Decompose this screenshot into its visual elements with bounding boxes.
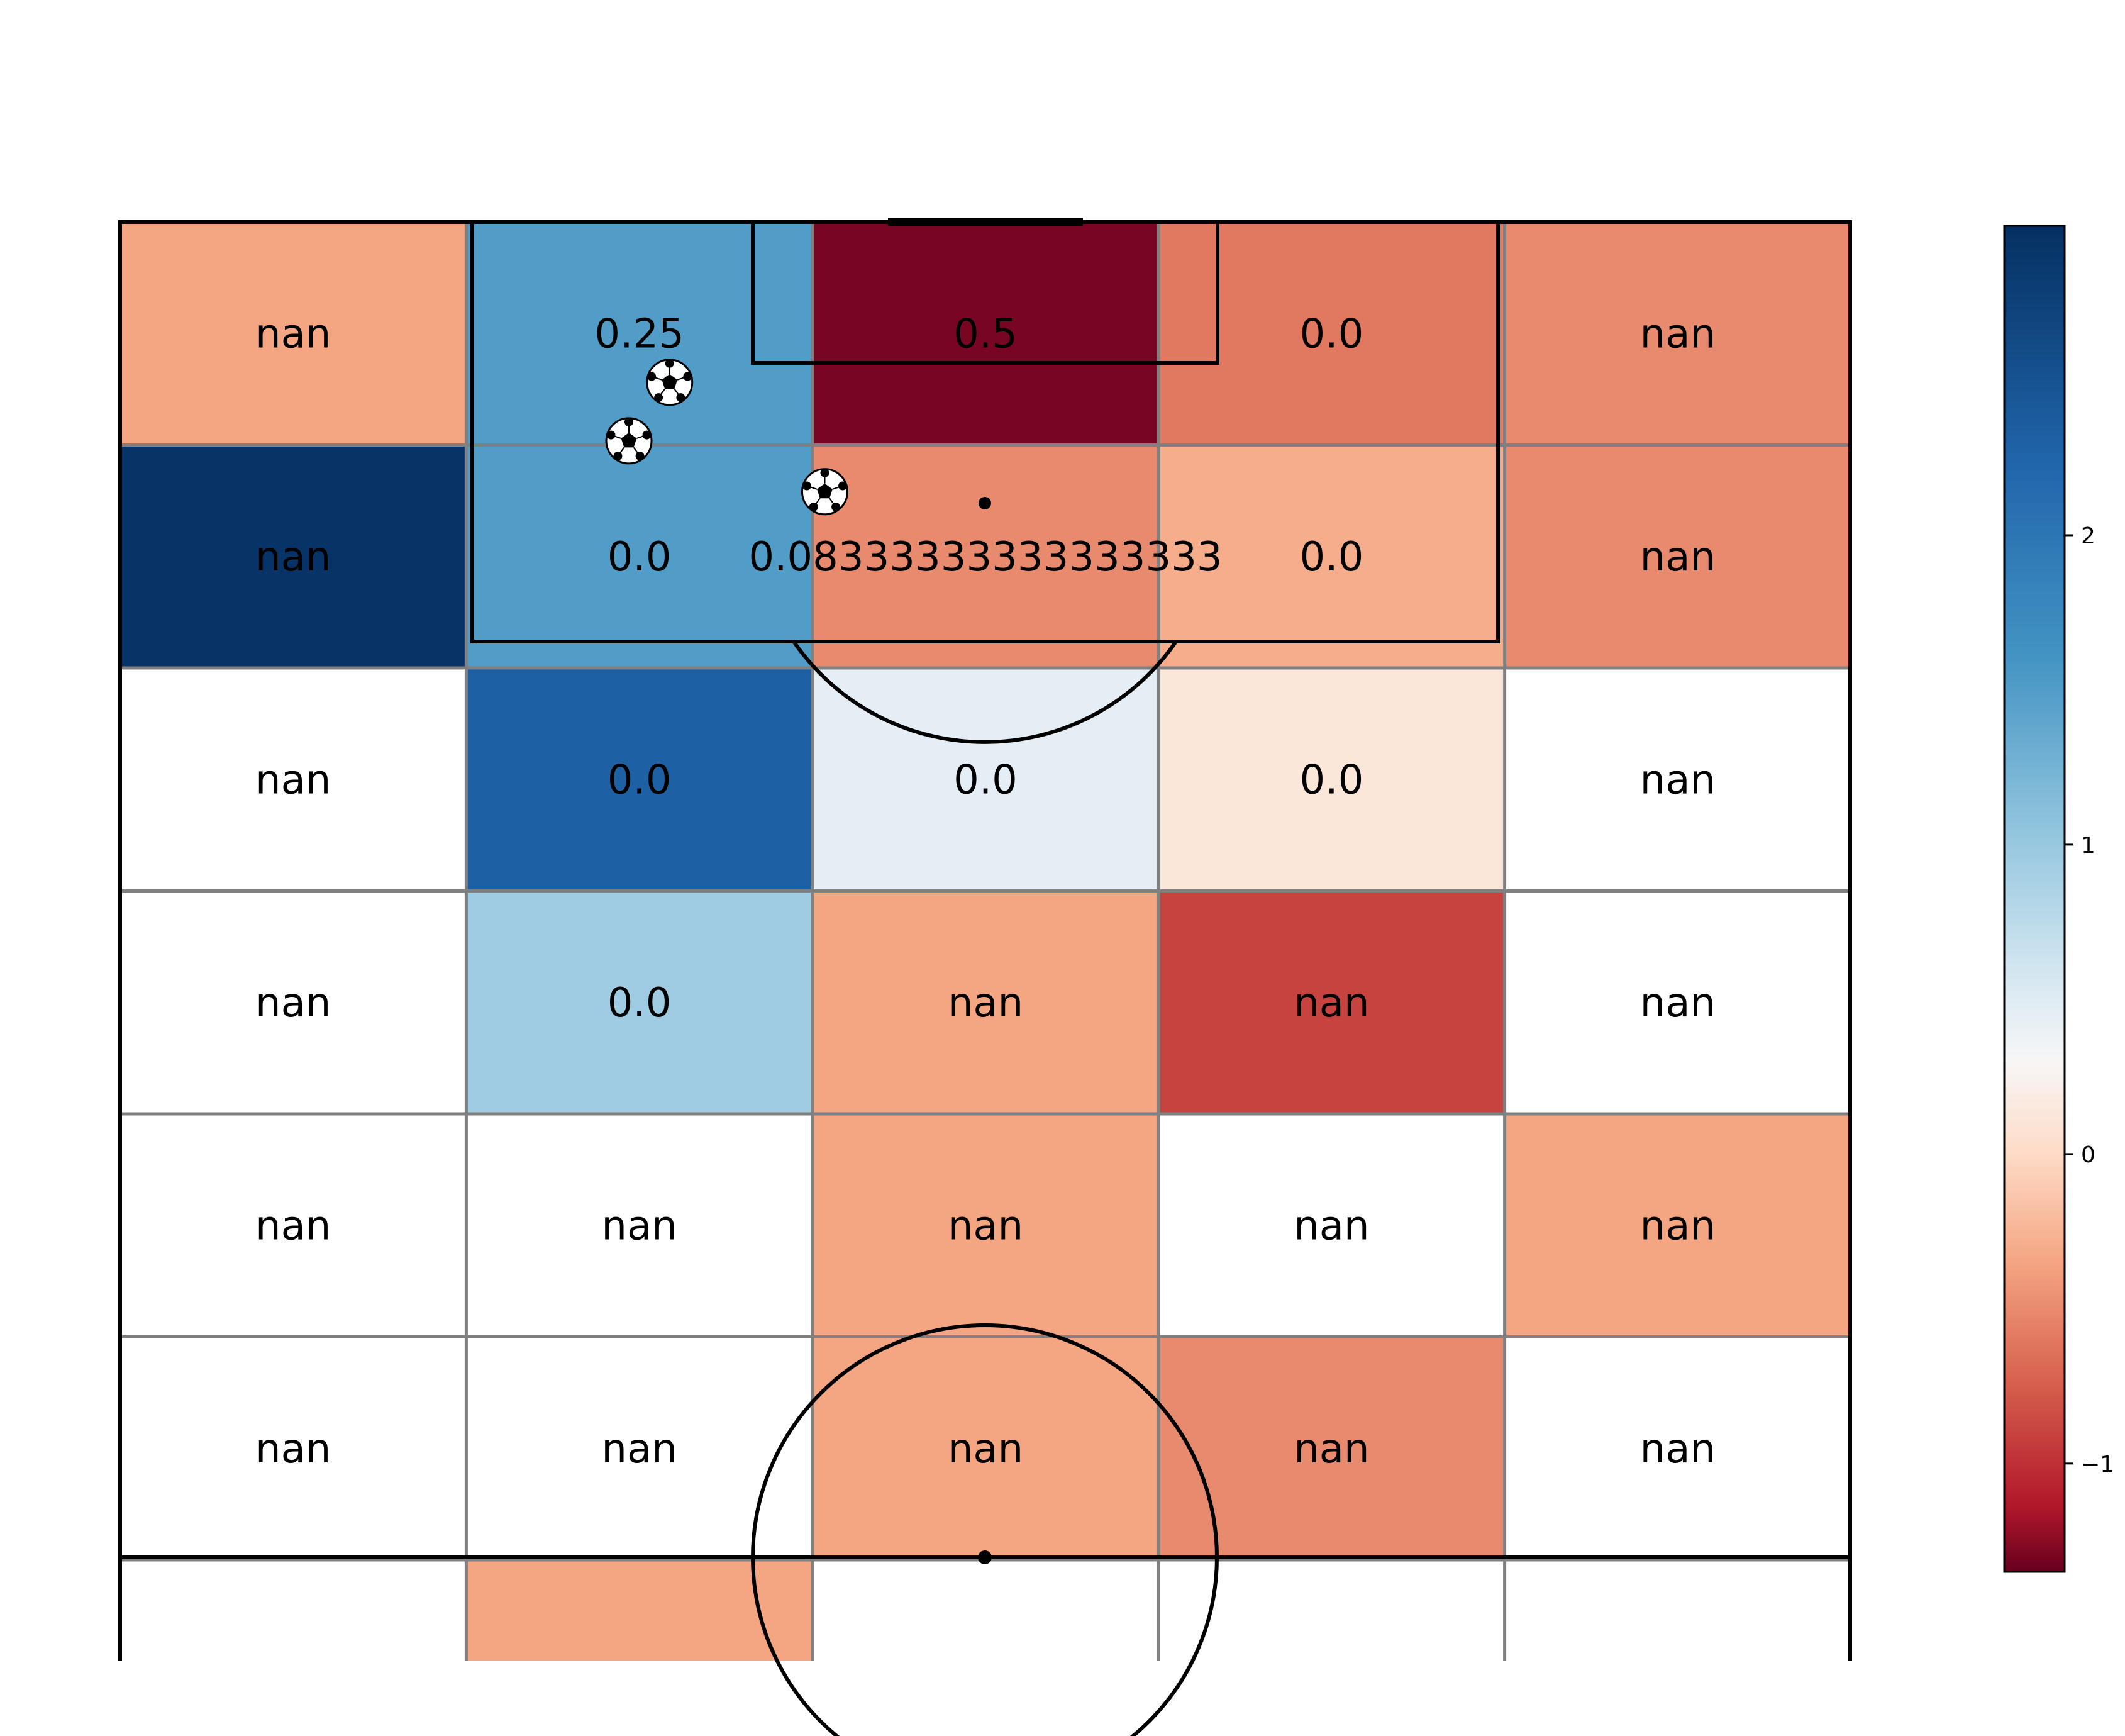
cell-label-r3-c0: nan	[255, 980, 331, 1027]
heatmap-cell-r0-c2	[812, 222, 1159, 445]
heatmap-cell-r0-c0	[120, 222, 467, 445]
cell-label-r5-c1: nan	[601, 1426, 677, 1472]
colorbar-tick-label: 2	[2081, 523, 2095, 549]
heatmap-cell-r3-c0	[120, 891, 467, 1114]
cell-label-r4-c2: nan	[948, 1203, 1023, 1249]
heatmap-cell-r3-c1	[466, 891, 813, 1114]
heatmap-cell-r4-c0	[120, 1114, 467, 1337]
heatmap-cell-r2-c0	[120, 668, 467, 891]
cell-label-r3-c4: nan	[1640, 980, 1716, 1027]
heatmap-cell-r2-c3	[1158, 668, 1505, 891]
heatmap-cell-r2-c4	[1504, 668, 1851, 891]
colorbar-tick-label: 1	[2081, 833, 2095, 859]
cell-label-r4-c4: nan	[1640, 1203, 1716, 1249]
heatmap-cell-r4-c3	[1158, 1114, 1505, 1337]
cell-label-r0-c3: 0.0	[1300, 311, 1364, 357]
penalty-arc	[792, 640, 1178, 744]
heatmap-cell-r0-c1	[466, 222, 813, 445]
pitch-outline	[118, 220, 1852, 1661]
cell-label-r5-c3: nan	[1294, 1426, 1369, 1472]
soccer-ball-icon	[605, 417, 653, 465]
heatmap-cell-r2-c1	[466, 668, 813, 891]
penalty-spot	[979, 497, 991, 509]
cell-labels: nan 0.25 0.5 0.0 nan nan 0.0 0.0833333333333333…	[255, 311, 1716, 1472]
heatmap-cell-r5-c0	[120, 1337, 467, 1560]
pitch-markings	[118, 218, 1852, 1736]
heatmap-cell-r1-c3	[1158, 445, 1505, 668]
cell-label-r5-c4: nan	[1640, 1426, 1716, 1472]
heatmap-cell-r1-c0	[120, 445, 467, 668]
heatmap-cell-r4-c1	[466, 1114, 813, 1337]
heatmap-cell-r1-c2	[812, 445, 1159, 668]
colorbar-tick-label: 0	[2081, 1142, 2095, 1168]
cell-label-r5-c0: nan	[255, 1426, 331, 1472]
heatmap-cell-r4-c4	[1504, 1114, 1851, 1337]
heatmap-cell-r0-c4	[1504, 222, 1851, 445]
cell-label-r0-c2: 0.5	[953, 311, 1018, 357]
centre-spot	[978, 1550, 992, 1564]
cell-label-r1-c2: 0.08333333333333333	[748, 534, 1222, 581]
colorbar-ticks: 2 1 0 −1	[2065, 523, 2114, 1477]
heatmap-cell-r1-c4	[1504, 445, 1851, 668]
cell-label-r0-c1: 0.25	[594, 311, 684, 357]
cell-label-r2-c0: nan	[255, 757, 331, 803]
cell-label-r4-c0: nan	[255, 1203, 331, 1249]
heatmap-cell-r6-c2	[812, 1560, 1159, 1661]
centre-circle	[751, 1323, 1219, 1736]
heatmap-cell-r6-c4	[1504, 1560, 1851, 1661]
heatmap-cell-r3-c4	[1504, 891, 1851, 1114]
cell-label-r0-c4: nan	[1640, 311, 1716, 357]
cell-label-r4-c1: nan	[601, 1203, 677, 1249]
heatmap-cell-r5-c3	[1158, 1337, 1505, 1560]
soccer-ball-icon	[801, 468, 848, 516]
cell-label-r2-c1: 0.0	[608, 757, 672, 803]
cell-label-r3-c1: 0.0	[608, 980, 672, 1027]
cell-label-r1-c3: 0.0	[1300, 534, 1364, 581]
heatmap-cell-r3-c2	[812, 891, 1159, 1114]
cell-label-r3-c2: nan	[948, 980, 1023, 1027]
cell-label-r4-c3: nan	[1294, 1203, 1369, 1249]
cell-label-r5-c2: nan	[948, 1426, 1023, 1472]
cell-label-r2-c4: nan	[1640, 757, 1716, 803]
cell-label-r1-c1: 0.0	[608, 534, 672, 581]
colorbar-gradient	[2003, 225, 2066, 1573]
cell-label-r3-c3: nan	[1294, 980, 1369, 1027]
cell-label-r1-c0: nan	[255, 534, 331, 581]
cell-grid-lines	[120, 222, 1851, 1661]
soccer-ball-icon	[646, 359, 694, 406]
heatmap-cell-r5-c2	[812, 1337, 1159, 1560]
heatmap-cell-r5-c4	[1504, 1337, 1851, 1560]
heatmap-cell-r6-c0	[120, 1560, 467, 1661]
cell-label-r0-c0: nan	[255, 311, 331, 357]
heatmap-cell-r3-c3	[1158, 891, 1505, 1114]
heatmap-cells	[120, 222, 1851, 1661]
cell-label-r2-c3: 0.0	[1300, 757, 1364, 803]
cell-label-r1-c4: nan	[1640, 534, 1716, 581]
heatmap-cell-r4-c2	[812, 1114, 1159, 1337]
heatmap-cell-r2-c2	[812, 668, 1159, 891]
colorbar: 2 1 0 −1	[2003, 225, 2114, 1573]
heatmap-cell-r1-c1	[466, 445, 813, 668]
colorbar-tick-label: −1	[2081, 1452, 2114, 1477]
cell-label-r2-c2: 0.0	[953, 757, 1018, 803]
ball-markers	[605, 359, 848, 516]
